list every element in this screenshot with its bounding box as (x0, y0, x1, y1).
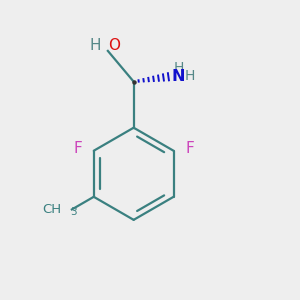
Text: H: H (173, 61, 184, 75)
Text: F: F (185, 142, 194, 157)
Text: 3: 3 (70, 207, 77, 217)
Text: H: H (185, 69, 195, 83)
Text: N: N (172, 69, 185, 84)
Text: H: H (89, 38, 101, 53)
Text: CH: CH (42, 203, 62, 216)
Text: O: O (108, 38, 120, 53)
Text: F: F (73, 142, 82, 157)
